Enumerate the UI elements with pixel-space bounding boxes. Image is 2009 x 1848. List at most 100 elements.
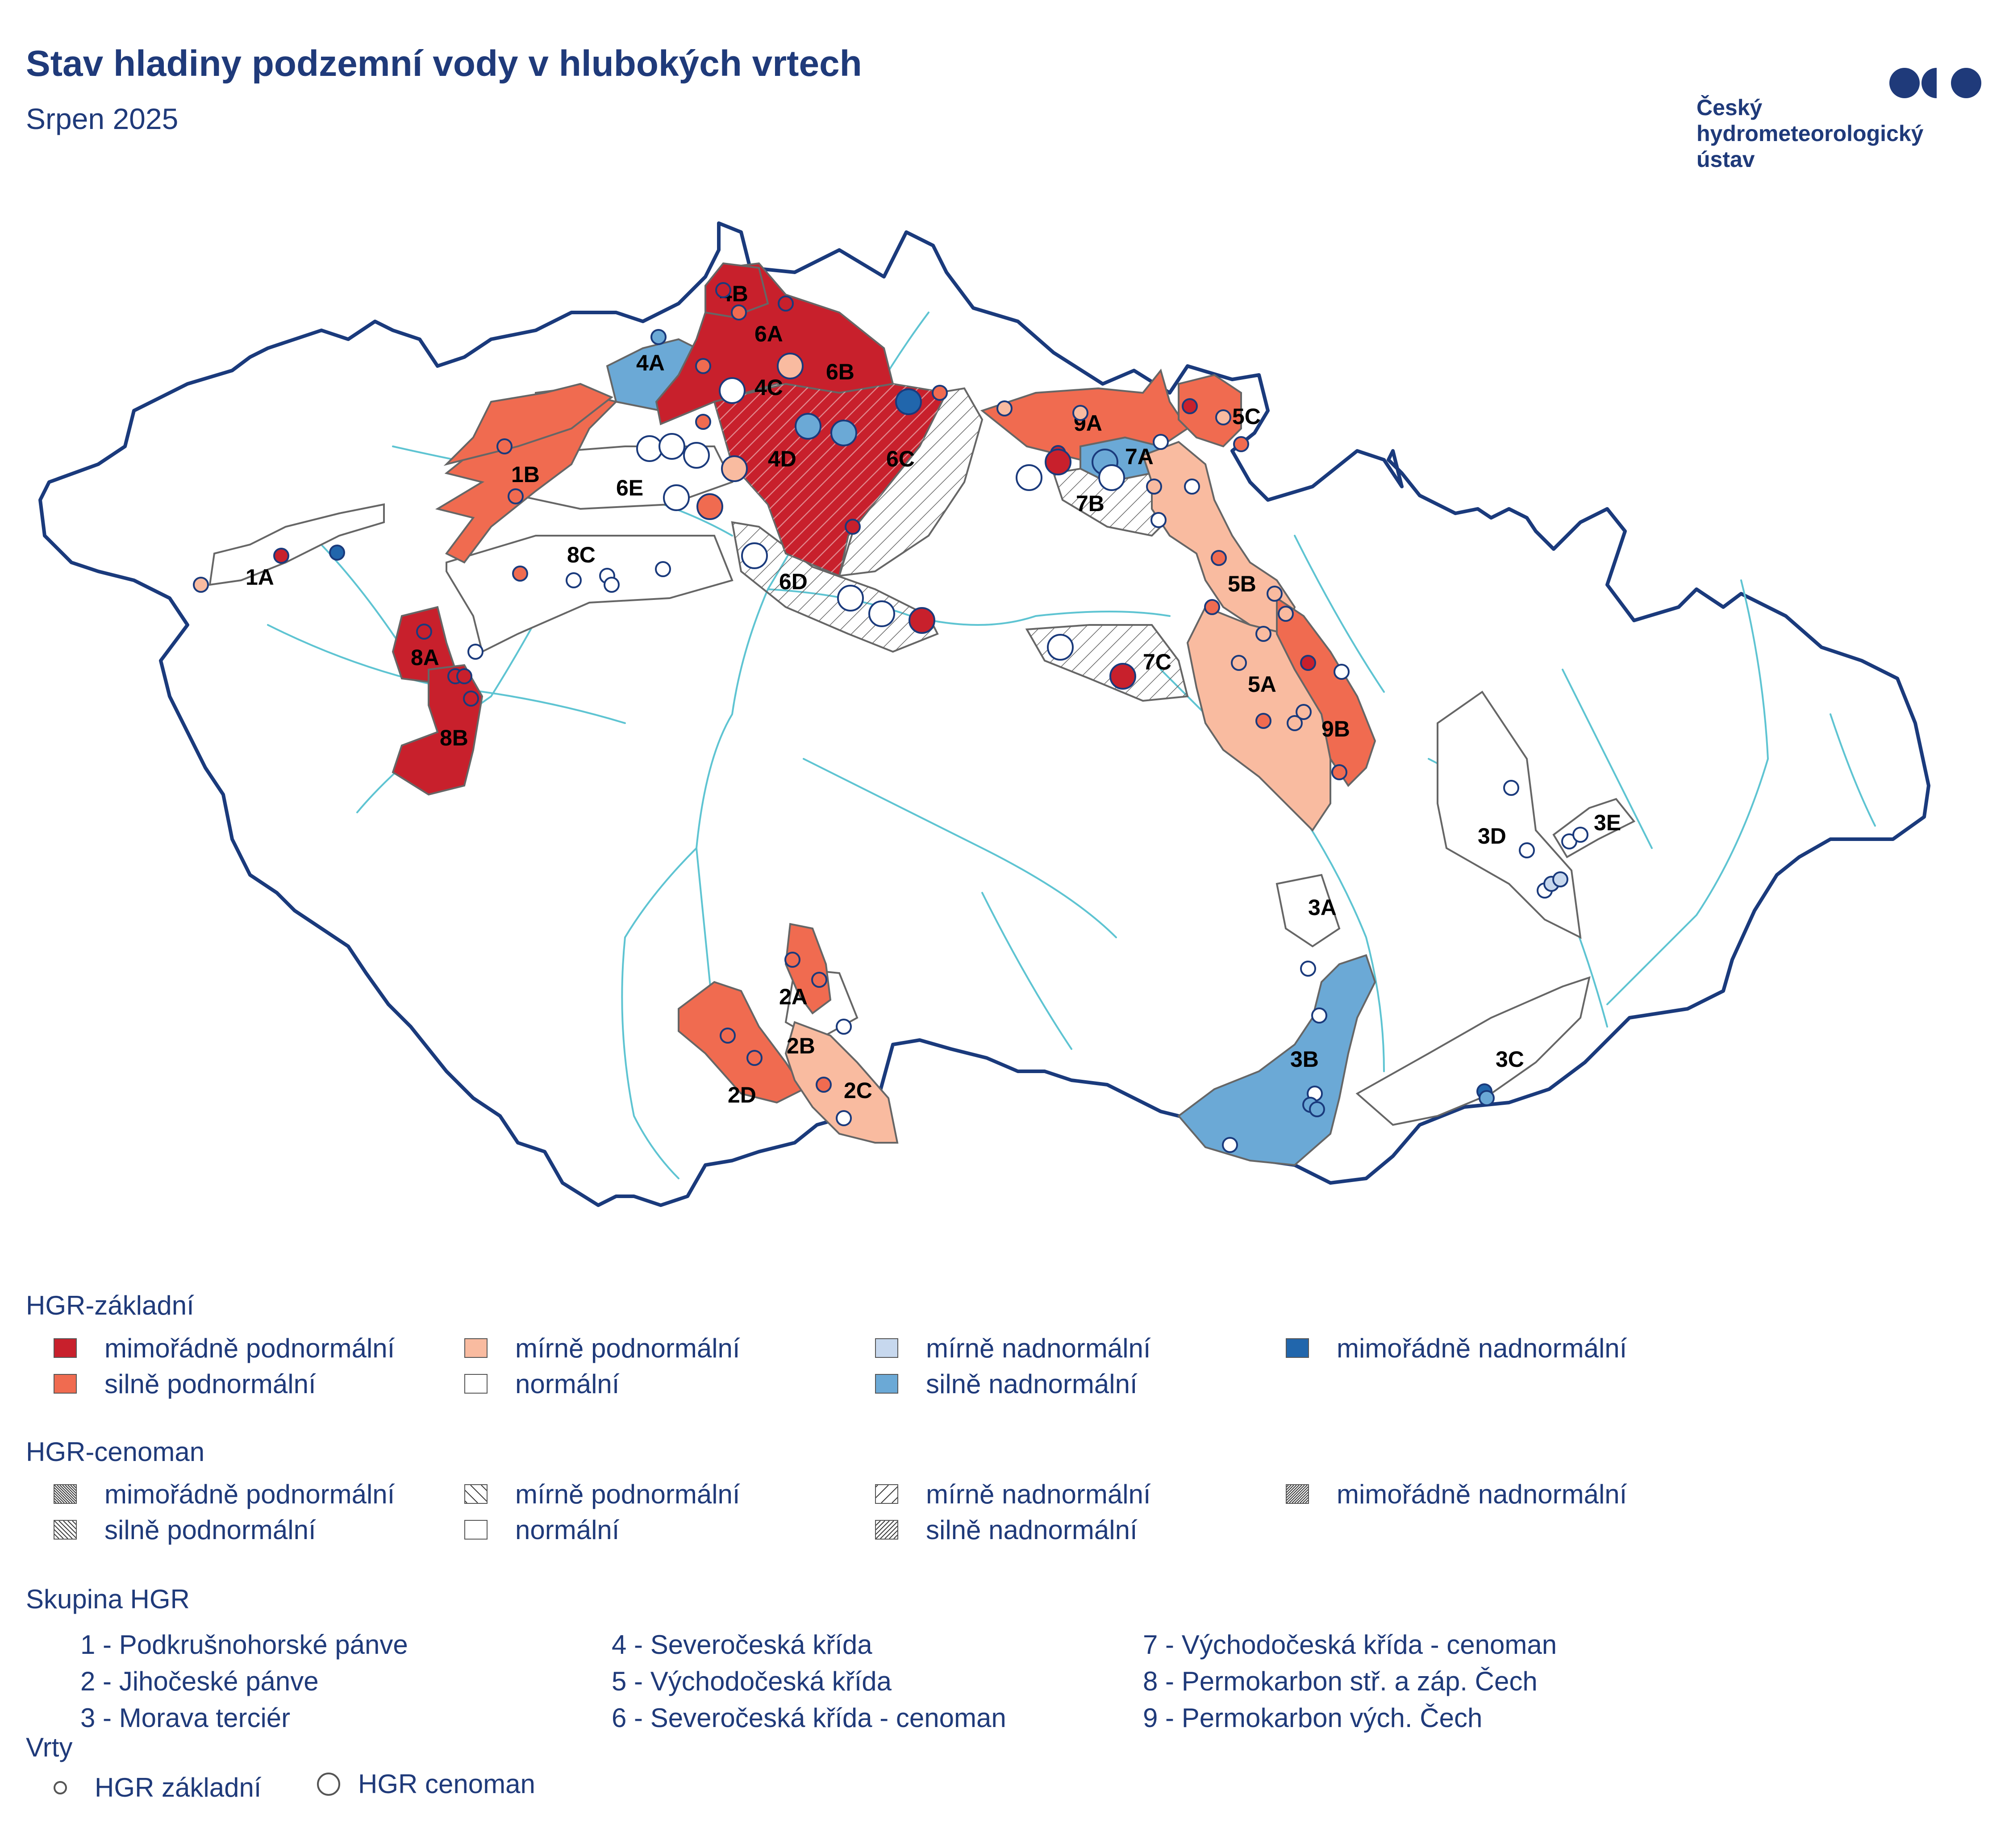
legend-cenoman-label: mimořádně nadnormální <box>1337 1479 1627 1509</box>
well <box>1300 961 1316 977</box>
well <box>836 1110 852 1126</box>
well <box>868 600 895 627</box>
well <box>508 488 524 504</box>
region-4D-hatch <box>714 384 946 576</box>
region-labels: 1A 1B 2A 2B 2C 2D 3A 3B 3C 3D 3E 4A 4B 4… <box>246 281 1621 1107</box>
well <box>1503 780 1519 796</box>
well <box>1552 871 1568 887</box>
well <box>467 644 483 660</box>
region-2C <box>784 1021 899 1144</box>
label-7A: 7A <box>1125 444 1154 469</box>
label-8C: 8C <box>567 542 596 567</box>
legend-basic-label: mírně podnormální <box>515 1333 740 1363</box>
label-5A: 5A <box>1248 672 1276 697</box>
well <box>1300 655 1316 671</box>
legend-basic-label: silně podnormální <box>104 1369 316 1399</box>
well <box>741 542 768 569</box>
well <box>1211 550 1227 566</box>
well <box>329 545 345 561</box>
well <box>909 607 935 634</box>
legend-cenoman-label: normální <box>515 1515 620 1545</box>
well <box>1255 713 1271 729</box>
well <box>895 388 922 415</box>
well <box>784 952 800 968</box>
well <box>1109 663 1136 690</box>
label-3A: 3A <box>1308 895 1337 920</box>
region-1A <box>208 503 385 586</box>
region-3A <box>1275 874 1341 948</box>
well <box>1184 479 1200 495</box>
legend-cenoman-label: mírně nadnormální <box>926 1479 1151 1509</box>
label-6A: 6A <box>754 321 783 346</box>
label-8B: 8B <box>440 725 468 750</box>
chmu-logo: Český hydrometeorologický ústav <box>1696 67 1991 183</box>
legend-cenoman-item: mimořádně podnormální <box>54 1478 395 1510</box>
label-8A: 8A <box>411 645 439 670</box>
region-5C <box>1178 374 1242 448</box>
label-6B: 6B <box>826 359 854 384</box>
legend-cenoman-item: normální <box>464 1514 619 1545</box>
well <box>1309 1101 1325 1117</box>
chmu-dots-icon <box>1889 68 1981 98</box>
groundwater-map: 1A 1B 2A 2B 2C 2D 3A 3B 3C 3D 3E 4A 4B 4… <box>38 221 1930 1207</box>
well <box>604 577 620 593</box>
label-3D: 3D <box>1478 824 1506 849</box>
well <box>777 353 804 379</box>
legend-cenoman-label: silně podnormální <box>104 1515 316 1545</box>
legend-well-basic-label: HGR základní <box>95 1773 262 1802</box>
label-2A: 2A <box>779 984 808 1009</box>
label-6E: 6E <box>616 475 643 500</box>
label-6C: 6C <box>886 446 915 471</box>
well <box>1098 464 1125 491</box>
well <box>778 296 794 312</box>
legend-cenoman-label: mírně podnormální <box>515 1479 740 1509</box>
legend-basic-item: silně podnormální <box>54 1368 316 1399</box>
well <box>695 358 711 374</box>
well <box>720 1028 736 1044</box>
label-6D: 6D <box>779 569 808 594</box>
well <box>1215 409 1231 425</box>
well <box>663 484 690 511</box>
region-8B <box>392 664 483 796</box>
label-5C: 5C <box>1232 404 1261 429</box>
region-9B <box>1276 596 1376 787</box>
logo-line-2: hydrometeorologický <box>1696 121 1924 146</box>
well <box>1519 842 1535 858</box>
region-4B <box>704 262 769 318</box>
well <box>1182 398 1198 414</box>
legend-cenoman-heading: HGR-cenoman <box>26 1437 205 1467</box>
label-2D: 2D <box>728 1082 756 1107</box>
legend-hatch-swatch <box>464 1484 488 1504</box>
well <box>746 1050 763 1066</box>
well <box>1267 586 1283 602</box>
well <box>1047 634 1074 661</box>
well <box>1278 606 1294 622</box>
legend-cenoman-item: mírně podnormální <box>464 1478 740 1510</box>
legend-basic-label: silně nadnormální <box>926 1369 1138 1399</box>
well <box>721 455 748 482</box>
legend-cenoman-label: mimořádně podnormální <box>104 1479 395 1509</box>
logo-line-3: ústav <box>1696 147 1755 172</box>
legend-basic-item: normální <box>464 1368 619 1399</box>
well <box>731 304 747 320</box>
legend-basic-label: mimořádně podnormální <box>104 1333 395 1363</box>
label-1B: 1B <box>511 462 540 487</box>
label-3C: 3C <box>1496 1047 1524 1072</box>
legend-basic-label: normální <box>515 1369 620 1399</box>
label-4C: 4C <box>754 375 783 400</box>
legend-color-swatch <box>1286 1338 1309 1358</box>
well <box>695 414 711 430</box>
well <box>719 377 746 404</box>
well <box>650 329 667 345</box>
well <box>1204 599 1220 615</box>
well <box>273 548 289 564</box>
well <box>566 572 582 588</box>
label-2B: 2B <box>787 1033 815 1058</box>
legend-group-item: 4 - Severočeská křída <box>612 1630 872 1660</box>
chmu-logo-text: Český hydrometeorologický ústav <box>1696 95 1923 172</box>
well <box>1016 464 1042 491</box>
well <box>683 442 710 469</box>
legend-basic-label: mírně nadnormální <box>926 1333 1151 1363</box>
label-1A: 1A <box>246 565 274 590</box>
region-3C <box>1355 976 1591 1126</box>
